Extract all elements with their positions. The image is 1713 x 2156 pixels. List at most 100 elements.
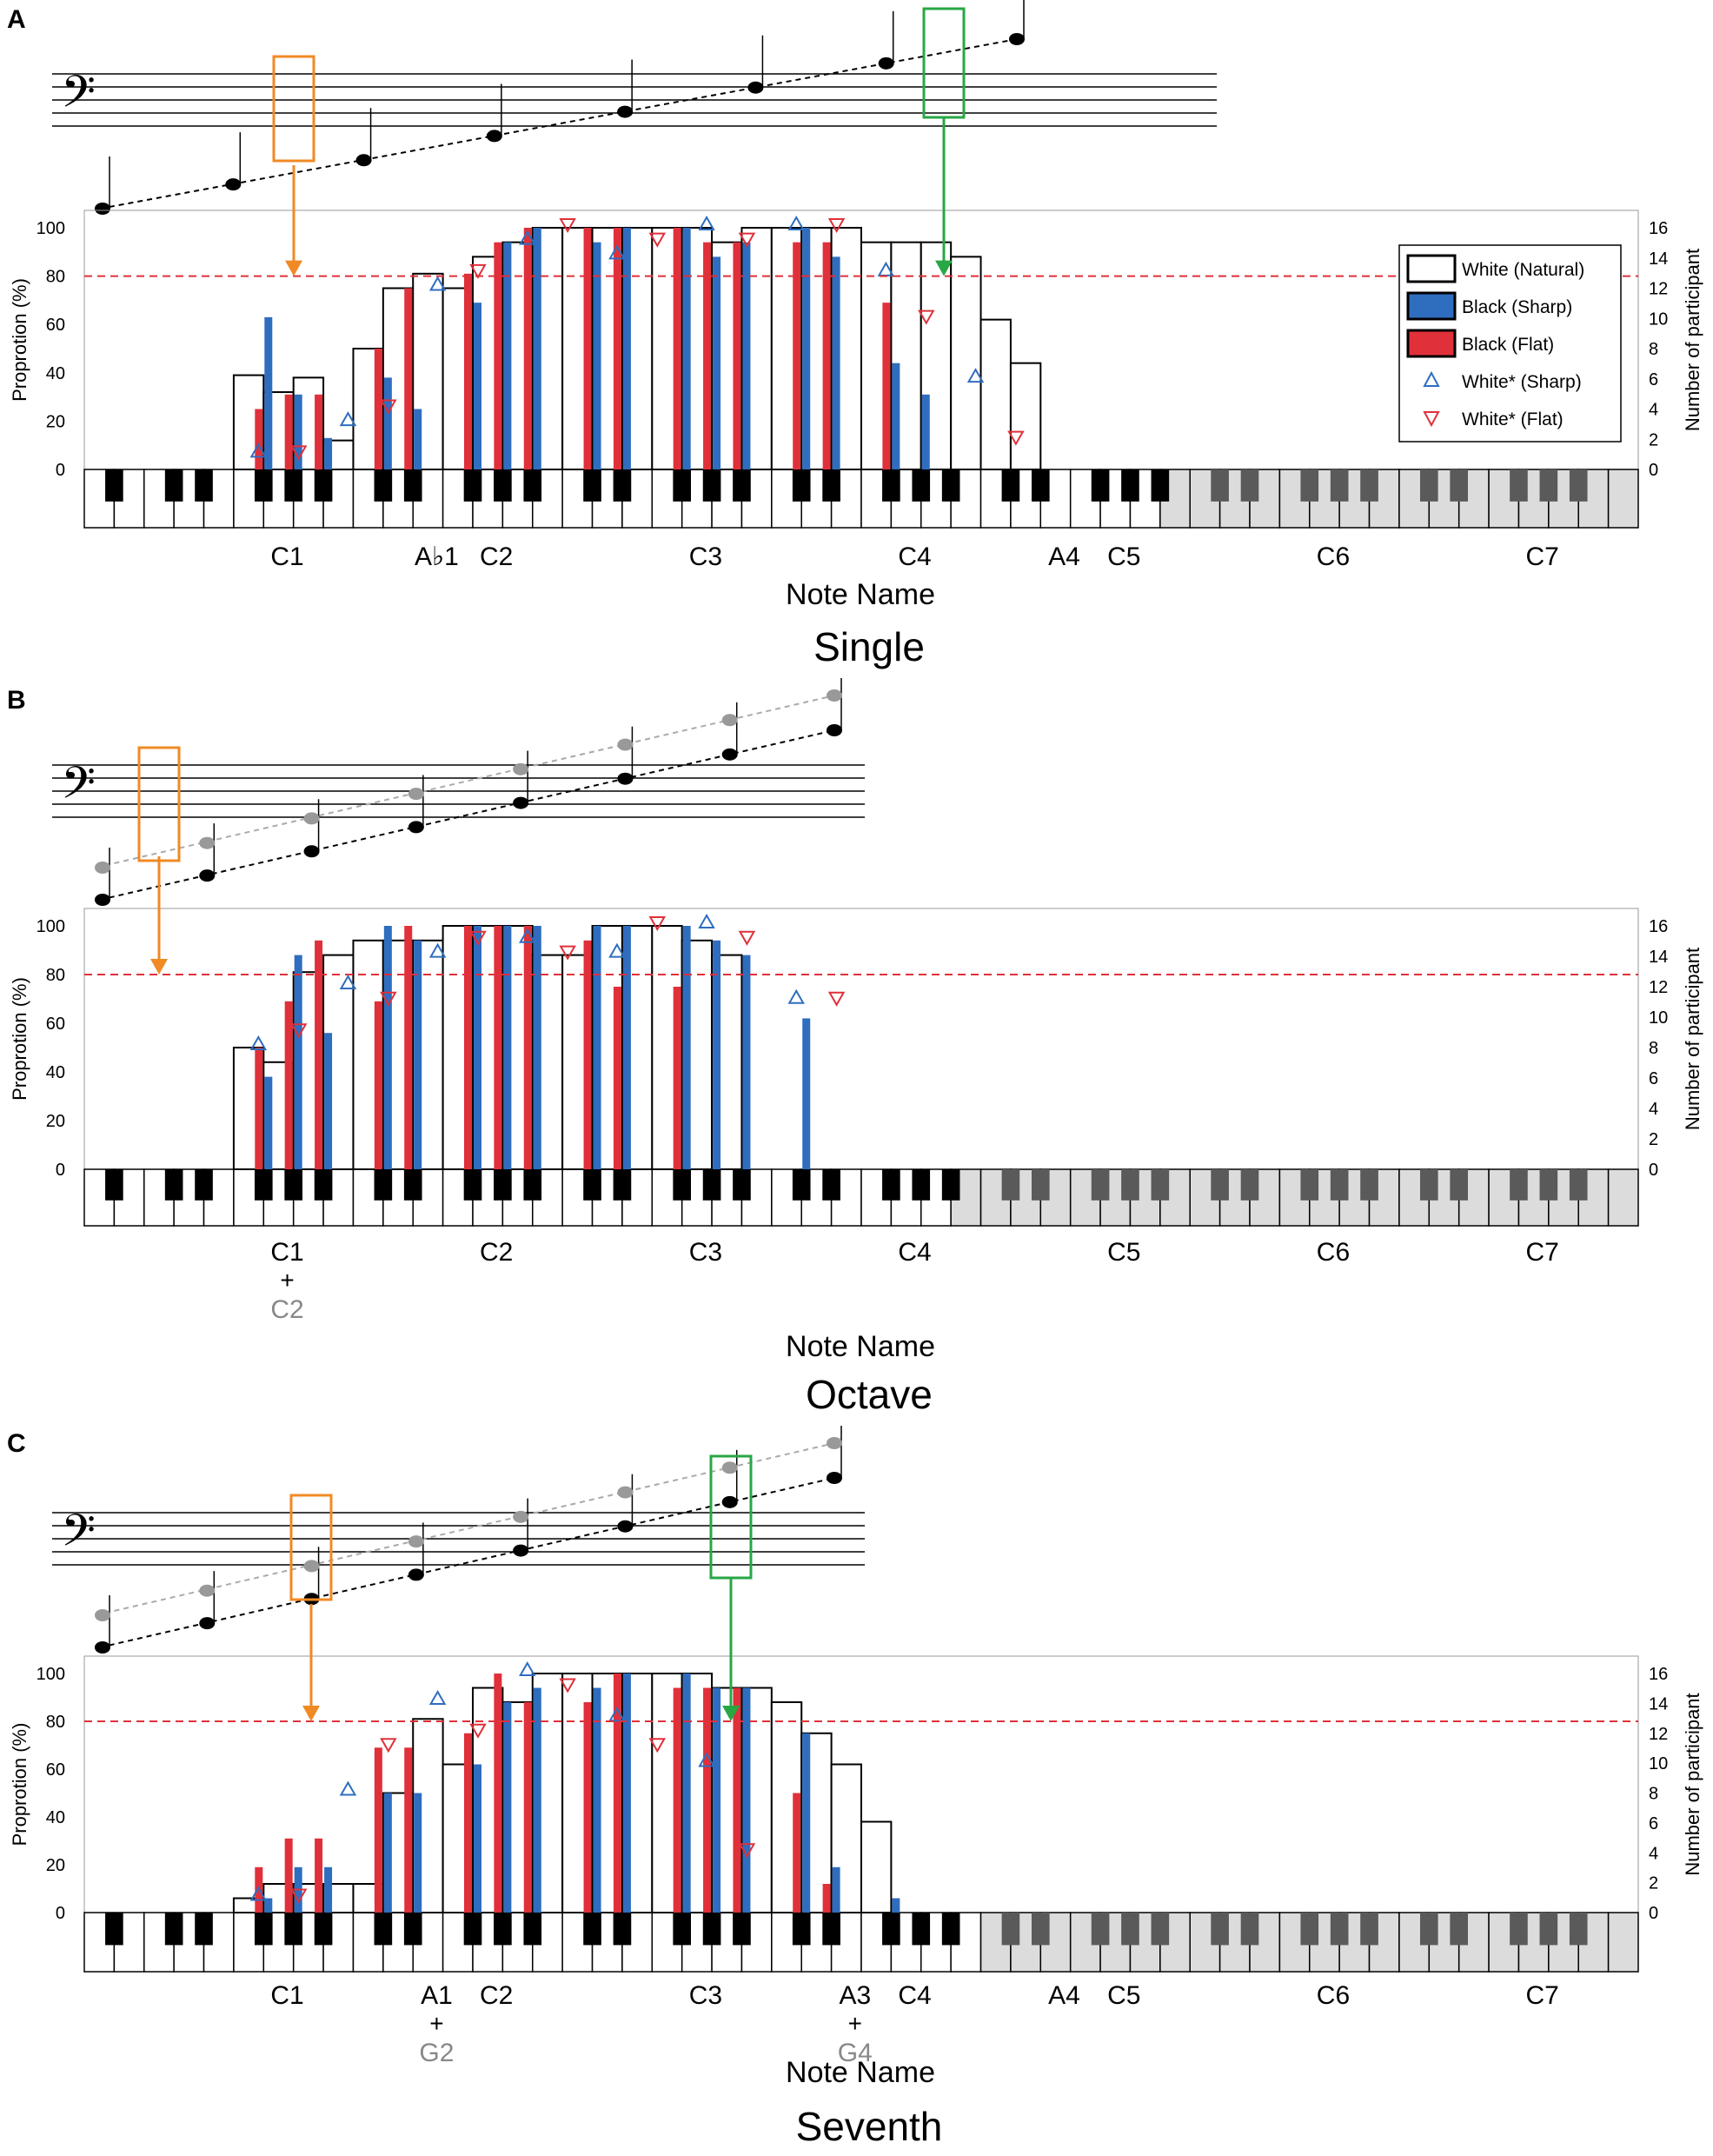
marker-white-sharp — [249, 443, 268, 458]
x-tick-label: C6 — [1317, 1981, 1350, 2010]
black-key — [1091, 1913, 1110, 1946]
marker-white-flat — [738, 232, 756, 248]
piano-keyboard — [83, 1168, 1639, 1227]
note-head — [617, 772, 634, 785]
bar-black-flat — [315, 940, 323, 1169]
marker-white-sharp — [249, 1886, 268, 1901]
y-tick-right-label: 2 — [1649, 430, 1658, 449]
black-key — [1510, 469, 1528, 502]
bar-black-flat — [494, 1674, 502, 1913]
bar-black-flat — [673, 987, 681, 1169]
black-key — [1001, 469, 1020, 502]
bar-black-sharp — [742, 242, 751, 469]
y-axis-right-label: Number of participant — [1682, 948, 1703, 1130]
black-key — [1211, 469, 1229, 502]
black-key — [912, 1913, 931, 1946]
legend-swatch — [1406, 254, 1457, 283]
black-key — [254, 1913, 273, 1946]
x-tick-label: C3 — [689, 1238, 722, 1267]
bar-black-flat — [523, 1702, 532, 1913]
note-path-line — [99, 1477, 835, 1648]
bar-black-flat — [703, 242, 712, 469]
note-head — [827, 1472, 842, 1484]
bar-black-flat — [673, 1687, 681, 1913]
marker-white-flat — [648, 1738, 667, 1753]
bar-black-sharp — [682, 228, 691, 469]
black-key — [1419, 1169, 1438, 1201]
marker-white-sharp — [519, 928, 536, 943]
x-axis-label: Note Name — [786, 2056, 935, 2089]
bass-clef-icon: 𝄢 — [61, 759, 96, 819]
bar-black-sharp — [921, 394, 930, 469]
black-key — [1001, 1169, 1020, 1201]
black-key — [1240, 1913, 1259, 1946]
marker-white-flat — [289, 1023, 308, 1039]
black-key — [463, 1169, 482, 1201]
panel-letter: B — [7, 686, 26, 715]
note-head — [486, 130, 502, 143]
bar-black-flat — [404, 1747, 413, 1913]
black-key — [463, 1913, 482, 1946]
note-head — [199, 869, 216, 882]
highlight-box-green — [709, 1454, 753, 1580]
bar-black-sharp — [383, 1793, 392, 1913]
note-head-grey — [827, 1437, 842, 1449]
note-head — [878, 57, 894, 70]
arrow-orange-head — [302, 1706, 320, 1721]
marker-white-sharp — [339, 411, 357, 427]
black-key — [613, 469, 632, 502]
x-tick-label: C5 — [1107, 1981, 1140, 2010]
note-head-grey — [408, 788, 424, 801]
white-key — [1607, 1912, 1639, 1973]
black-key — [673, 1913, 692, 1946]
black-key — [463, 469, 482, 502]
x-tick-label: C2 — [480, 1238, 513, 1267]
note-head-grey — [95, 862, 110, 874]
piano-keyboard — [83, 1912, 1639, 1973]
x-tick-label: C3 — [689, 542, 722, 571]
y-tick-label: 60 — [46, 1015, 65, 1034]
bar-black-sharp — [742, 955, 751, 1169]
bar-black-sharp — [892, 1898, 900, 1913]
x-tick-label: C7 — [1525, 1238, 1558, 1267]
highlight-box-green — [922, 7, 966, 119]
legend-label: White* (Flat) — [1462, 409, 1564, 429]
x-tick-label: A4 — [1048, 542, 1080, 571]
bar-black-flat — [523, 228, 532, 469]
bar-black-sharp — [264, 1898, 273, 1913]
marker-white-sharp — [428, 276, 447, 291]
y-tick-right-label: 6 — [1649, 1814, 1658, 1833]
y-tick-right-label: 6 — [1649, 370, 1658, 389]
y-tick-label: 20 — [46, 1112, 65, 1131]
bar-black-flat — [255, 409, 263, 469]
bar-black-flat — [822, 1884, 831, 1913]
black-key — [403, 1913, 422, 1946]
note-path-line — [99, 38, 1018, 210]
y-tick-label: 20 — [46, 412, 65, 431]
staff: 𝄢 — [52, 0, 1217, 215]
y-tick-label: 100 — [37, 219, 65, 238]
bar-black-sharp — [832, 1867, 840, 1913]
y-tick-label: 0 — [56, 461, 65, 480]
y-axis-right-label: Number of participant — [1682, 249, 1703, 431]
black-key — [912, 469, 931, 502]
bar-black-flat — [404, 288, 413, 469]
bar-black-flat — [583, 228, 592, 469]
black-key — [1001, 1913, 1020, 1946]
y-tick-label: 80 — [46, 966, 65, 985]
bar-black-sharp — [593, 926, 601, 1169]
x-tick-label: C4 — [898, 542, 931, 571]
panel-letter: A — [7, 5, 26, 34]
marker-white-sharp — [339, 974, 357, 989]
note-head — [513, 1544, 529, 1557]
x-tick-label: C2 — [480, 542, 513, 571]
note-head-grey — [199, 836, 216, 849]
legend-label: Black (Sharp) — [1462, 297, 1572, 317]
black-key — [284, 469, 303, 502]
legend-swatch — [1406, 329, 1457, 358]
marker-white-sharp — [519, 230, 536, 245]
bar-black-sharp — [503, 242, 512, 469]
note-head — [617, 105, 634, 118]
bar-black-flat — [523, 926, 532, 1169]
black-key — [733, 1169, 751, 1201]
